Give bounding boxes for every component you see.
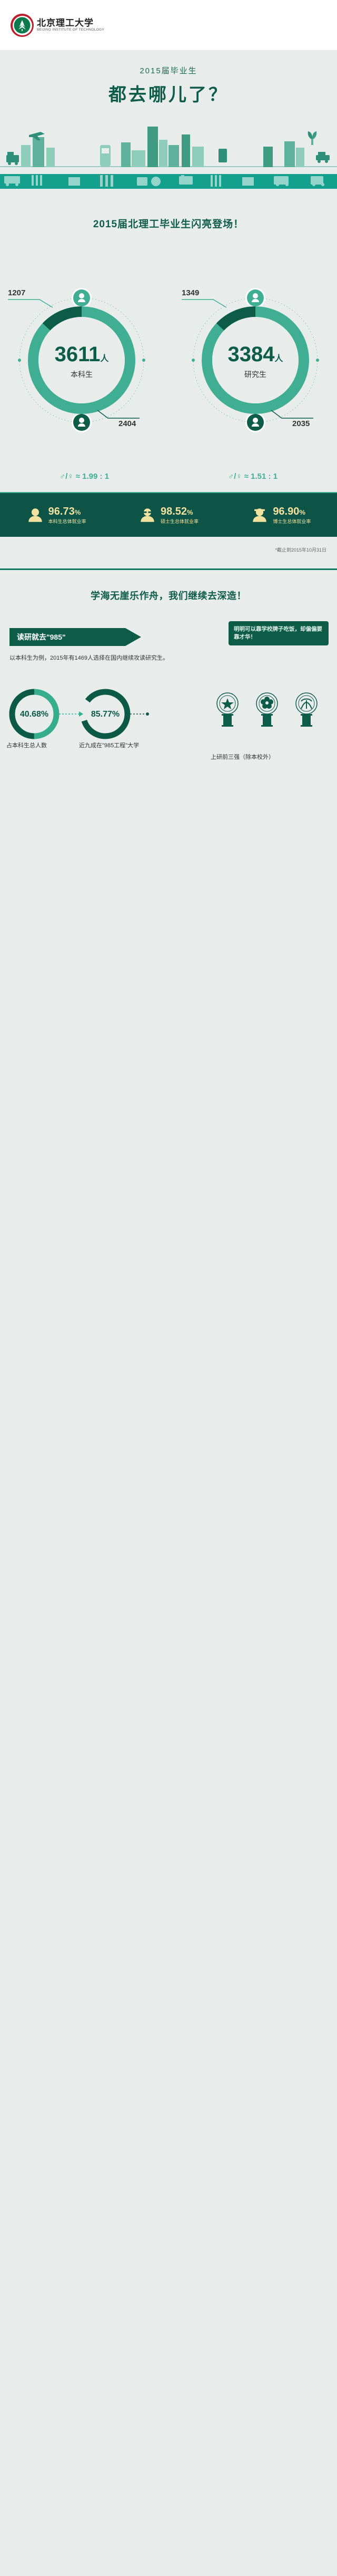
svg-text:本科生: 本科生: [71, 370, 93, 379]
svg-text:上研前三强（除本校外）: 上研前三强（除本校外）: [211, 753, 274, 760]
svg-text:2404: 2404: [118, 419, 136, 428]
svg-text:近九成在"985工程"大学: 近九成在"985工程"大学: [79, 741, 139, 749]
svg-text:40.68%: 40.68%: [20, 710, 48, 719]
svg-text:2035: 2035: [292, 419, 310, 428]
svg-text:1207: 1207: [8, 288, 25, 297]
svg-text:1349: 1349: [182, 288, 199, 297]
svg-text:85.77%: 85.77%: [91, 710, 120, 719]
svg-text:研究生: 研究生: [244, 370, 266, 379]
svg-text:占本科生总人数: 占本科生总人数: [6, 741, 47, 749]
